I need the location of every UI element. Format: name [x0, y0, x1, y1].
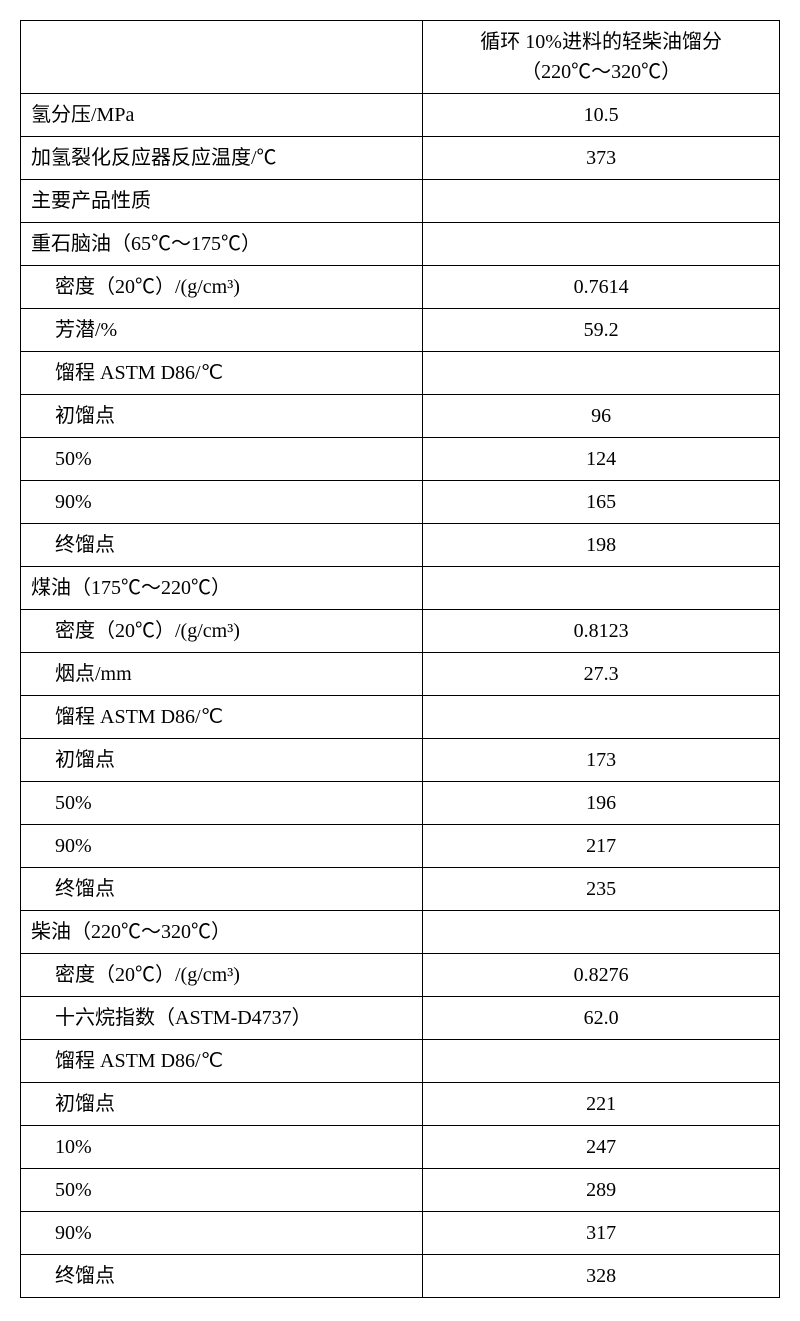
row-label: 重石脑油（65℃～175℃） — [21, 223, 423, 266]
row-label: 十六烷指数（ASTM-D4737） — [21, 997, 423, 1040]
row-label: 密度（20℃）/(g/cm³) — [21, 610, 423, 653]
row-label: 密度（20℃）/(g/cm³) — [21, 954, 423, 997]
row-value: 124 — [423, 438, 780, 481]
table-header-row: 循环 10%进料的轻柴油馏分 （220℃～320℃） — [21, 21, 780, 94]
row-value: 317 — [423, 1212, 780, 1255]
row-label: 煤油（175℃～220℃） — [21, 567, 423, 610]
row-value — [423, 1040, 780, 1083]
row-label: 密度（20℃）/(g/cm³) — [21, 266, 423, 309]
data-table: 循环 10%进料的轻柴油馏分 （220℃～320℃） 氢分压/MPa10.5加氢… — [20, 20, 780, 1298]
header-col1 — [21, 21, 423, 94]
table-row: 芳潜/%59.2 — [21, 309, 780, 352]
row-label: 氢分压/MPa — [21, 94, 423, 137]
row-label: 50% — [21, 438, 423, 481]
table-row: 90%217 — [21, 825, 780, 868]
row-label: 终馏点 — [21, 868, 423, 911]
table-row: 50%289 — [21, 1169, 780, 1212]
table-row: 90%165 — [21, 481, 780, 524]
header-col2-line2: （220℃～320℃） — [521, 61, 681, 83]
row-value: 373 — [423, 137, 780, 180]
row-value: 165 — [423, 481, 780, 524]
row-label: 初馏点 — [21, 1083, 423, 1126]
table-row: 初馏点221 — [21, 1083, 780, 1126]
row-label: 馏程 ASTM D86/℃ — [21, 1040, 423, 1083]
table-row: 终馏点198 — [21, 524, 780, 567]
table-row: 馏程 ASTM D86/℃ — [21, 1040, 780, 1083]
row-value: 173 — [423, 739, 780, 782]
row-value: 59.2 — [423, 309, 780, 352]
table-row: 密度（20℃）/(g/cm³)0.8123 — [21, 610, 780, 653]
table-row: 氢分压/MPa10.5 — [21, 94, 780, 137]
row-value — [423, 911, 780, 954]
table-row: 馏程 ASTM D86/℃ — [21, 352, 780, 395]
row-value — [423, 567, 780, 610]
row-label: 馏程 ASTM D86/℃ — [21, 352, 423, 395]
table-row: 10%247 — [21, 1126, 780, 1169]
row-label: 初馏点 — [21, 739, 423, 782]
row-label: 芳潜/% — [21, 309, 423, 352]
table-row: 初馏点173 — [21, 739, 780, 782]
table-row: 柴油（220℃～320℃） — [21, 911, 780, 954]
row-value: 0.8123 — [423, 610, 780, 653]
row-value: 235 — [423, 868, 780, 911]
table-row: 主要产品性质 — [21, 180, 780, 223]
table-container: 循环 10%进料的轻柴油馏分 （220℃～320℃） 氢分压/MPa10.5加氢… — [20, 20, 780, 1298]
table-row: 终馏点235 — [21, 868, 780, 911]
row-value: 27.3 — [423, 653, 780, 696]
table-row: 烟点/mm27.3 — [21, 653, 780, 696]
row-label: 10% — [21, 1126, 423, 1169]
header-col2: 循环 10%进料的轻柴油馏分 （220℃～320℃） — [423, 21, 780, 94]
table-row: 终馏点328 — [21, 1255, 780, 1298]
row-value: 221 — [423, 1083, 780, 1126]
table-row: 90%317 — [21, 1212, 780, 1255]
row-label: 90% — [21, 481, 423, 524]
row-label: 柴油（220℃～320℃） — [21, 911, 423, 954]
table-row: 50%196 — [21, 782, 780, 825]
row-value: 328 — [423, 1255, 780, 1298]
row-label: 终馏点 — [21, 1255, 423, 1298]
row-value: 62.0 — [423, 997, 780, 1040]
row-label: 加氢裂化反应器反应温度/℃ — [21, 137, 423, 180]
row-label: 50% — [21, 782, 423, 825]
row-value — [423, 696, 780, 739]
row-label: 50% — [21, 1169, 423, 1212]
row-value: 96 — [423, 395, 780, 438]
table-row: 初馏点96 — [21, 395, 780, 438]
table-row: 密度（20℃）/(g/cm³)0.7614 — [21, 266, 780, 309]
row-label: 初馏点 — [21, 395, 423, 438]
row-value: 0.7614 — [423, 266, 780, 309]
row-label: 90% — [21, 1212, 423, 1255]
table-body: 循环 10%进料的轻柴油馏分 （220℃～320℃） 氢分压/MPa10.5加氢… — [21, 21, 780, 1298]
table-row: 馏程 ASTM D86/℃ — [21, 696, 780, 739]
row-value — [423, 223, 780, 266]
row-label: 主要产品性质 — [21, 180, 423, 223]
row-value: 10.5 — [423, 94, 780, 137]
table-row: 十六烷指数（ASTM-D4737）62.0 — [21, 997, 780, 1040]
row-value — [423, 352, 780, 395]
row-value: 198 — [423, 524, 780, 567]
row-value: 0.8276 — [423, 954, 780, 997]
header-col2-line1: 循环 10%进料的轻柴油馏分 — [480, 31, 722, 53]
table-row: 煤油（175℃～220℃） — [21, 567, 780, 610]
row-label: 烟点/mm — [21, 653, 423, 696]
table-row: 重石脑油（65℃～175℃） — [21, 223, 780, 266]
table-row: 50%124 — [21, 438, 780, 481]
row-label: 终馏点 — [21, 524, 423, 567]
row-value — [423, 180, 780, 223]
row-value: 289 — [423, 1169, 780, 1212]
row-label: 90% — [21, 825, 423, 868]
row-value: 217 — [423, 825, 780, 868]
table-row: 密度（20℃）/(g/cm³)0.8276 — [21, 954, 780, 997]
row-value: 196 — [423, 782, 780, 825]
table-row: 加氢裂化反应器反应温度/℃373 — [21, 137, 780, 180]
row-value: 247 — [423, 1126, 780, 1169]
row-label: 馏程 ASTM D86/℃ — [21, 696, 423, 739]
